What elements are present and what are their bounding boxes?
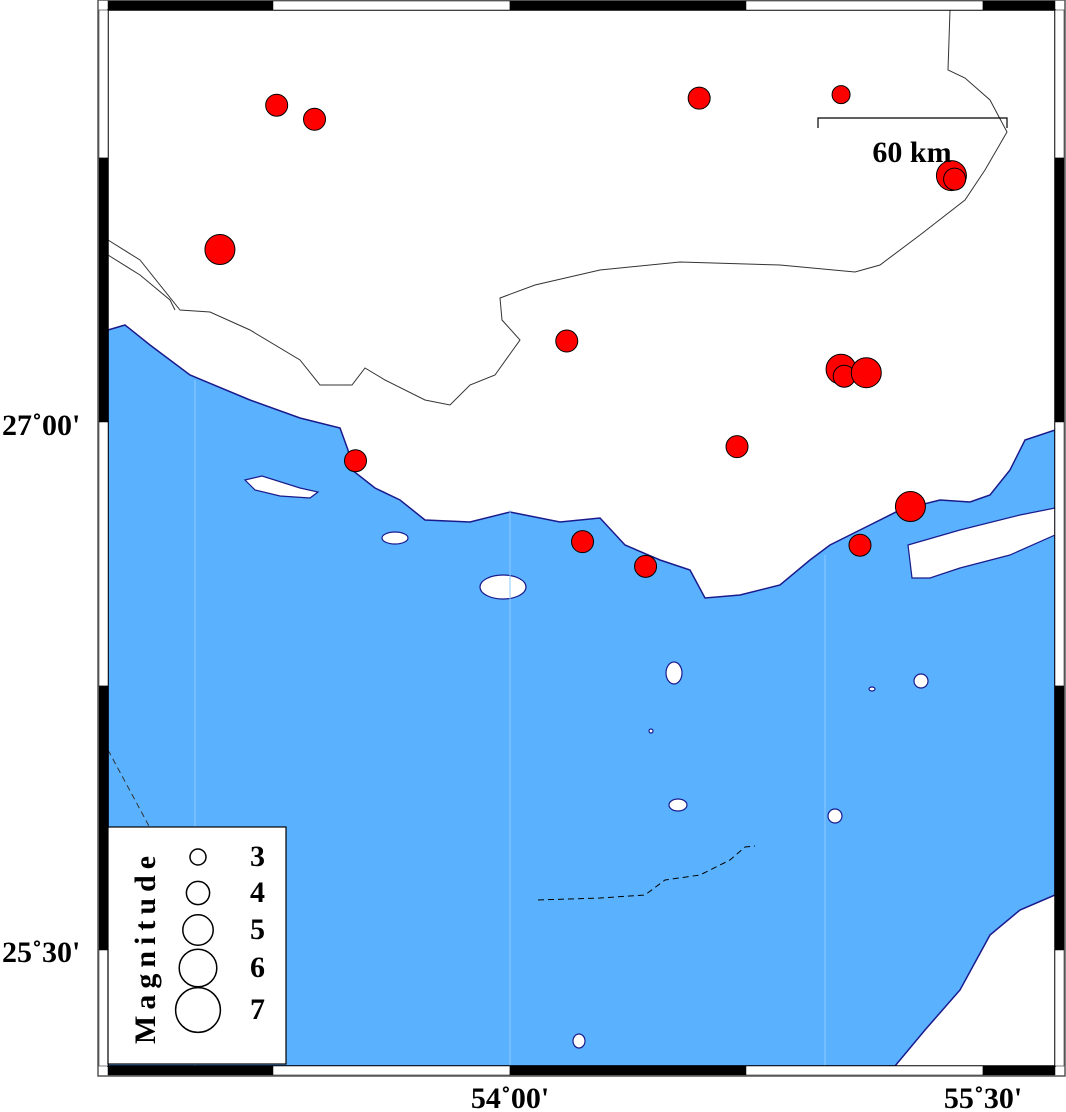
y-tick-label: 25˚30'	[2, 936, 80, 969]
island	[665, 661, 683, 685]
earthquake-event	[831, 85, 851, 105]
earthquake-event	[204, 234, 236, 266]
legend-symbol	[185, 880, 211, 906]
frame-segment	[1054, 949, 1065, 1067]
frame-segment	[745, 0, 984, 11]
earthquake-event	[303, 107, 327, 131]
x-tick-label: 55˚30'	[944, 1082, 1022, 1112]
earthquake-event	[725, 435, 749, 459]
frame-segment	[98, 157, 109, 423]
frame-segment	[107, 1065, 274, 1076]
legend-label: 5	[250, 913, 265, 946]
frame-segment	[98, 421, 109, 687]
earthquake-event	[943, 167, 967, 191]
earthquake-event	[634, 554, 658, 578]
island	[648, 728, 654, 734]
island	[381, 531, 409, 545]
frame-segment	[98, 9, 109, 159]
legend-symbol	[182, 914, 214, 946]
legend-label: 4	[250, 876, 265, 909]
frame-segment	[1054, 421, 1065, 687]
sea	[107, 324, 1056, 1067]
frame-segment	[982, 1065, 1056, 1076]
island	[913, 673, 929, 689]
frame-ticks	[98, 0, 1065, 1076]
legend-title: Magnitude	[129, 850, 162, 1044]
y-tick-label: 27˚00'	[2, 409, 80, 442]
frame-segment	[107, 0, 274, 11]
scale-bar-label: 60 km	[872, 136, 951, 169]
earthquake-event	[850, 357, 882, 389]
island	[243, 475, 320, 499]
island	[572, 1033, 586, 1049]
scale-bar	[817, 117, 1008, 128]
earthquake-event	[894, 490, 926, 522]
frame-segment	[1054, 157, 1065, 423]
frame-segment	[98, 949, 109, 1067]
earthquake-event	[344, 449, 368, 473]
legend-symbol	[189, 848, 207, 866]
frame-segment	[745, 1065, 984, 1076]
earthquake-event	[687, 86, 711, 110]
frame-segment	[982, 0, 1056, 11]
island	[668, 798, 688, 812]
legend-label: 3	[250, 840, 265, 873]
island	[827, 808, 843, 824]
frame-segment	[1054, 9, 1065, 159]
legend-label: 6	[250, 951, 265, 984]
legend-label: 7	[250, 993, 265, 1026]
islands	[243, 475, 1056, 1049]
map-frame	[97, 0, 1066, 1077]
earthquake-event	[571, 530, 595, 554]
province-border	[107, 254, 176, 311]
legend: Magnitude 34 5 6 7	[107, 826, 287, 1065]
earthquake-event	[265, 93, 289, 117]
borders	[107, 9, 1008, 901]
legend-symbol	[174, 986, 222, 1034]
legend-items: 34 5 6 7	[174, 840, 265, 1034]
legend-symbol	[178, 948, 218, 988]
earthquake-event	[555, 329, 579, 353]
island	[907, 507, 1056, 579]
x-tick-label: 54˚00'	[471, 1082, 549, 1112]
frame-segment	[272, 1065, 511, 1076]
earthquake-event	[848, 533, 872, 557]
frame-outer	[97, 0, 1066, 1077]
province-border	[107, 9, 1008, 406]
frame-segment	[272, 0, 511, 11]
frame-segment	[1054, 685, 1065, 951]
island	[479, 574, 527, 600]
island	[868, 686, 876, 692]
earthquake-events	[204, 85, 967, 578]
frame-segment	[98, 685, 109, 951]
frame-segment	[509, 0, 747, 11]
frame-segment	[509, 1065, 747, 1076]
